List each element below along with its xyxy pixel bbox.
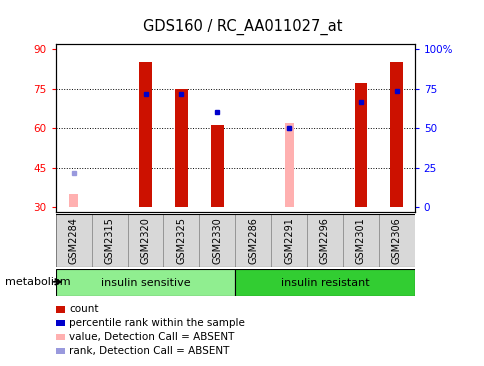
Bar [284,123,293,207]
Text: count: count [69,304,99,314]
Text: insulin resistant: insulin resistant [280,278,368,288]
Text: GSM2286: GSM2286 [248,217,257,264]
Bar [235,214,271,267]
Bar [271,214,306,267]
Text: GSM2325: GSM2325 [176,217,186,264]
Bar [211,126,223,207]
Bar [378,214,414,267]
Text: GSM2301: GSM2301 [355,217,365,264]
Text: GSM2315: GSM2315 [105,217,114,264]
Text: percentile rank within the sample: percentile rank within the sample [69,318,245,328]
Bar [69,194,78,207]
Text: GSM2291: GSM2291 [284,217,293,264]
Text: value, Detection Call = ABSENT: value, Detection Call = ABSENT [69,332,234,342]
Bar [127,214,163,267]
Text: GDS160 / RC_AA011027_at: GDS160 / RC_AA011027_at [142,18,342,34]
Text: GSM2330: GSM2330 [212,217,222,264]
Bar [175,89,187,207]
Bar [354,83,366,207]
Text: GSM2320: GSM2320 [140,217,150,264]
Bar [91,214,127,267]
Text: rank, Detection Call = ABSENT: rank, Detection Call = ABSENT [69,346,229,356]
Text: metabolism: metabolism [5,277,70,287]
Text: GSM2306: GSM2306 [391,217,401,264]
Bar [390,62,402,207]
Bar [163,214,199,267]
Bar [199,214,235,267]
Bar [342,214,378,267]
Bar [56,214,91,267]
Text: GSM2296: GSM2296 [319,217,329,264]
Text: GSM2284: GSM2284 [69,217,78,264]
Bar [235,269,414,296]
Text: insulin sensitive: insulin sensitive [101,278,190,288]
Bar [56,269,235,296]
Bar [139,62,151,207]
Bar [306,214,342,267]
